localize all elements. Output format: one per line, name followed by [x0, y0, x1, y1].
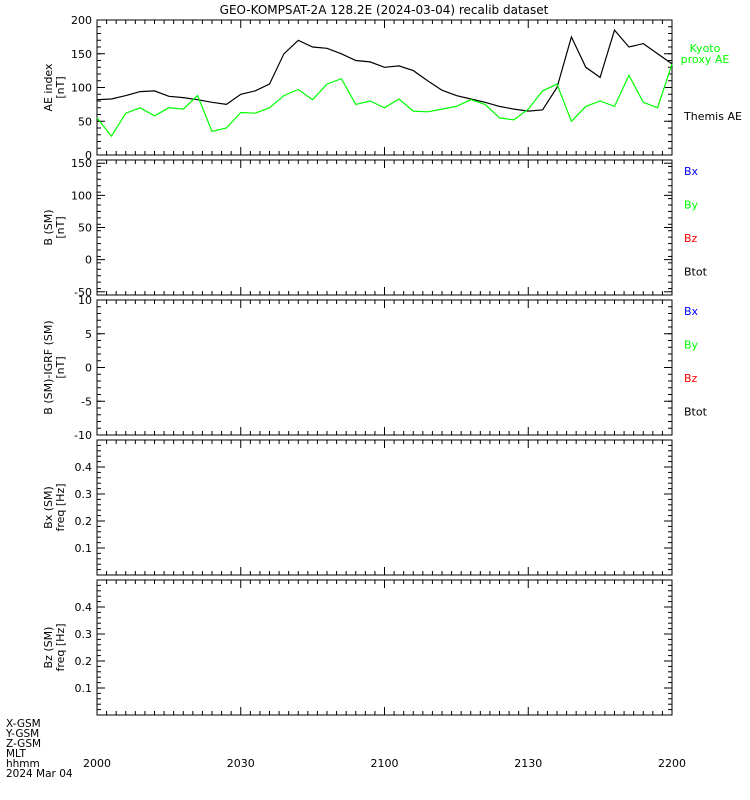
y-tick-label: 0.2	[75, 515, 93, 528]
x-row-label: X-GSM	[6, 718, 41, 730]
panel-frame	[96, 159, 673, 296]
y-tick-label: 0.4	[75, 601, 93, 614]
series-kyoto-proxy-ae	[96, 63, 673, 138]
x-tick-label: 2030	[227, 757, 255, 770]
y-tick-label: 50	[78, 115, 92, 128]
y-axis-label: AE index	[42, 63, 55, 112]
panel-3: -10 -5 0 5 10 B (SM)-IGRF (SM) [nT] Bx By Bz Btot	[42, 294, 708, 442]
y-tick-label: 0.3	[75, 628, 93, 641]
legend-bz: Bz	[684, 232, 698, 245]
series-themis-ae	[96, 28, 673, 112]
legend-themis-ae: Themis AE	[683, 110, 742, 123]
y-tick-label: 0	[85, 254, 92, 267]
y-tick-label: 100	[71, 189, 92, 202]
panel-2: -50 0 50 100 150 B (SM) [nT] Bx By Bz Btot	[42, 157, 708, 299]
y-tick-label: 150	[71, 48, 92, 61]
y-tick-label: 50	[78, 222, 92, 235]
y-axis-label: B (SM)-IGRF (SM)	[42, 320, 55, 414]
x-tick-label: 2130	[514, 757, 542, 770]
legend-bx: Bx	[684, 305, 699, 318]
y-axis-label: [nT]	[54, 216, 67, 238]
x-row-label: MLT	[6, 748, 26, 760]
panel-frame	[96, 579, 673, 716]
y-tick-label: 0.1	[75, 542, 93, 555]
y-tick-label: 0.4	[75, 461, 93, 474]
x-axis-labels: 2000 2030 2100 2130 2200 X-GSMY-GSMZ-GSMMLThh…	[5, 718, 686, 780]
panel-5: 0.1 0.2 0.3 0.4 Bz (SM) freq [Hz]	[42, 579, 673, 716]
y-tick-label: 0	[85, 149, 92, 162]
figure-title: GEO-KOMPSAT-2A 128.2E (2024-03-04) recal…	[220, 3, 549, 17]
legend-kyoto-proxy-ae: Kyoto	[690, 42, 721, 55]
panel-frame	[96, 439, 673, 576]
y-axis-label: freq [Hz]	[54, 483, 67, 531]
legend-by: By	[684, 199, 699, 212]
panel-frame	[96, 299, 673, 436]
legend-btot: Btot	[684, 406, 708, 419]
y-tick-label: -50	[74, 286, 92, 299]
x-tick-label: 2000	[83, 757, 111, 770]
y-axis-label: [nT]	[54, 76, 67, 98]
legend-by: By	[684, 339, 699, 352]
panel-4: 0.1 0.2 0.3 0.4 Bx (SM) freq [Hz]	[42, 439, 673, 576]
y-tick-label: 0.3	[75, 488, 93, 501]
y-tick-label: 150	[71, 157, 92, 170]
y-tick-label: -10	[74, 429, 92, 442]
y-tick-label: 100	[71, 82, 92, 95]
y-tick-label: 0	[85, 362, 92, 375]
y-axis-label: freq [Hz]	[54, 623, 67, 671]
x-row-label: 2024 Mar 04	[6, 768, 73, 780]
legend-bx: Bx	[684, 165, 699, 178]
legend-bz: Bz	[684, 372, 698, 385]
y-tick-label: 0.1	[75, 682, 93, 695]
x-row-label: Y-GSM	[5, 728, 39, 740]
y-axis-label: B (SM)	[42, 209, 55, 245]
x-tick-label: 2200	[658, 757, 686, 770]
y-tick-label: -5	[81, 395, 92, 408]
legend-kyoto-proxy-ae: proxy AE	[681, 53, 730, 66]
panel-frame	[96, 19, 673, 156]
y-axis-label: Bx (SM)	[42, 486, 55, 529]
y-axis-label: Bz (SM)	[42, 627, 55, 669]
y-tick-label: 200	[71, 14, 92, 27]
x-tick-label: 2100	[371, 757, 399, 770]
legend-btot: Btot	[684, 266, 708, 279]
y-tick-label: 10	[78, 294, 92, 307]
y-tick-label: 0.2	[75, 655, 93, 668]
x-row-label: Z-GSM	[6, 738, 41, 750]
y-tick-label: 5	[85, 328, 92, 341]
y-axis-label: [nT]	[54, 356, 67, 378]
x-row-label: hhmm	[6, 758, 40, 770]
